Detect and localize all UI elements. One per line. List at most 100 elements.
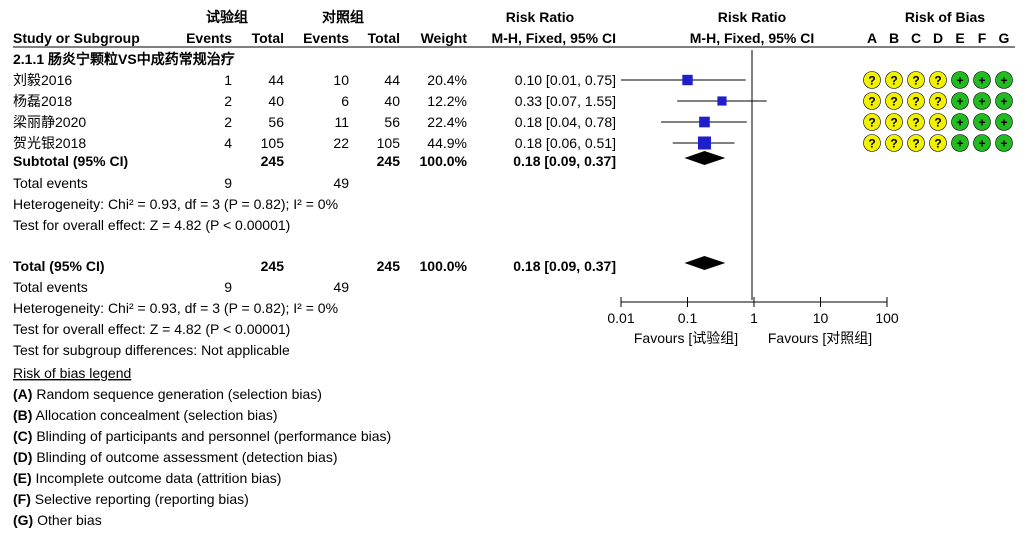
group1-header: 试验组 xyxy=(206,9,248,25)
bias-dot-unclear xyxy=(929,134,947,152)
bias-dot-unclear xyxy=(885,113,903,131)
bias-letter: C xyxy=(911,30,921,46)
legend-letter: (C) xyxy=(13,428,32,444)
bias-dot-unclear xyxy=(929,92,947,110)
axis-tick-label: 10 xyxy=(813,310,829,326)
study-e-total: 56 xyxy=(268,114,284,130)
plot-marks xyxy=(621,74,767,270)
bias-dot-low xyxy=(951,92,969,110)
bias-symbol: + xyxy=(956,95,963,109)
total-header-1: Total xyxy=(252,30,284,46)
bias-symbol: ? xyxy=(912,116,919,130)
legend-letter: (G) xyxy=(13,512,33,528)
study-c-events: 6 xyxy=(341,93,349,109)
bias-symbol: ? xyxy=(934,116,941,130)
bias-dot-unclear xyxy=(885,134,903,152)
bias-letter: D xyxy=(933,30,943,46)
study-c-total: 40 xyxy=(384,93,400,109)
study-weight: 22.4% xyxy=(427,114,467,130)
study-point xyxy=(717,96,727,106)
risk-of-bias-header: Risk of Bias xyxy=(905,9,985,25)
study-weight: 12.2% xyxy=(427,93,467,109)
bias-letter: A xyxy=(867,30,877,46)
bias-dot-unclear xyxy=(907,134,925,152)
study-rows: 刘毅2016 1 44 10 44 20.4% 0.10 [0.01, 0.75] 杨磊201… xyxy=(13,72,616,151)
legend-title: Risk of bias legend xyxy=(13,365,131,381)
risk-of-bias-grid: ???? + + +???? + + +???? + + +???? + + + xyxy=(863,71,1013,152)
study-point xyxy=(699,116,710,128)
legend-letter: (D) xyxy=(13,449,32,465)
axis-tick-label: 1 xyxy=(750,310,758,326)
legend-item: (G) Other bias xyxy=(13,512,102,528)
bias-dot-low xyxy=(995,92,1013,110)
study-name: 杨磊2018 xyxy=(13,93,72,109)
subtotal-ci: 0.18 [0.09, 0.37] xyxy=(513,153,616,169)
study-c-total: 105 xyxy=(377,135,401,151)
subtotal-total-events-c: 49 xyxy=(333,175,349,191)
total-ci: 0.18 [0.09, 0.37] xyxy=(513,258,616,274)
study-e-events: 2 xyxy=(224,114,232,130)
subtotal-diamond xyxy=(684,151,726,165)
group2-header: 对照组 xyxy=(322,9,364,25)
bias-symbol: + xyxy=(1000,74,1007,88)
bias-symbol: + xyxy=(956,116,963,130)
bias-dot-low xyxy=(951,134,969,152)
legend-letter: (E) xyxy=(13,470,32,486)
bias-symbol: + xyxy=(1000,137,1007,151)
bias-symbol: ? xyxy=(912,95,919,109)
bias-letter: B xyxy=(889,30,899,46)
total-events-label: Total events xyxy=(13,279,88,295)
bias-symbol: ? xyxy=(890,74,897,88)
subgroup-differences: Test for subgroup differences: Not appli… xyxy=(13,342,290,358)
legend-item: (C) Blinding of participants and personn… xyxy=(13,428,391,444)
study-e-events: 1 xyxy=(224,72,232,88)
bias-dot-unclear xyxy=(907,71,925,89)
subtotal-label: Subtotal (95% CI) xyxy=(13,153,128,169)
study-column-header: Study or Subgroup xyxy=(13,30,140,46)
bias-symbol: + xyxy=(956,74,963,88)
subtotal-overall-effect: Test for overall effect: Z = 4.82 (P < 0… xyxy=(13,217,290,233)
bias-dot-unclear xyxy=(863,71,881,89)
bias-dot-unclear xyxy=(863,92,881,110)
total-heterogeneity: Heterogeneity: Chi² = 0.93, df = 3 (P = … xyxy=(13,300,338,316)
axis-tick-label: 100 xyxy=(875,310,899,326)
bias-symbol: + xyxy=(978,137,985,151)
subtotal-heterogeneity: Heterogeneity: Chi² = 0.93, df = 3 (P = … xyxy=(13,196,338,212)
axis-tick-label: 0.1 xyxy=(678,310,698,326)
bias-dot-low xyxy=(973,92,991,110)
bias-symbol: ? xyxy=(890,95,897,109)
study-e-events: 2 xyxy=(224,93,232,109)
favours-right: Favours [对照组] xyxy=(768,330,872,346)
total-overall-effect: Test for overall effect: Z = 4.82 (P < 0… xyxy=(13,321,290,337)
bias-symbol: ? xyxy=(934,95,941,109)
legend-text: Incomplete outcome data (attrition bias) xyxy=(32,470,282,486)
study-e-total: 40 xyxy=(268,93,284,109)
study-e-total: 44 xyxy=(268,72,284,88)
legend-item: (E) Incomplete outcome data (attrition b… xyxy=(13,470,281,486)
study-ci: 0.18 [0.04, 0.78] xyxy=(515,114,616,130)
bias-symbol: ? xyxy=(912,74,919,88)
legend-item: (A) Random sequence generation (selectio… xyxy=(13,386,322,402)
bias-dot-low xyxy=(973,71,991,89)
total-events-e: 9 xyxy=(224,279,232,295)
study-name: 刘毅2016 xyxy=(13,72,72,88)
total-header-2: Total xyxy=(368,30,400,46)
study-c-total: 56 xyxy=(384,114,400,130)
total-events-c: 49 xyxy=(333,279,349,295)
method-plot-header: M-H, Fixed, 95% CI xyxy=(690,30,814,46)
risk-ratio-plot-header: Risk Ratio xyxy=(718,9,786,25)
bias-symbol: ? xyxy=(890,137,897,151)
subtotal-total-events-e: 9 xyxy=(224,175,232,191)
subtotal-weight: 100.0% xyxy=(420,153,468,169)
study-point xyxy=(697,136,711,150)
bias-dot-unclear xyxy=(885,71,903,89)
bias-symbol: ? xyxy=(868,74,875,88)
legend-letter: (A) xyxy=(13,386,32,402)
study-c-events: 10 xyxy=(333,72,349,88)
bias-letter: E xyxy=(955,30,964,46)
bias-symbol: + xyxy=(956,137,963,151)
bias-letter: G xyxy=(999,30,1010,46)
total-weight: 100.0% xyxy=(420,258,468,274)
study-c-events: 11 xyxy=(334,114,349,130)
